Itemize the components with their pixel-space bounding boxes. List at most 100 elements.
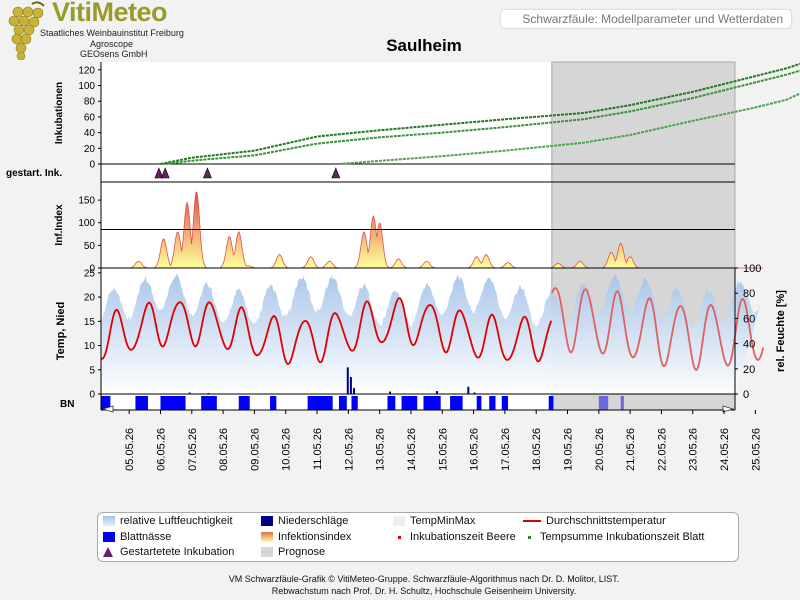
inf-ytick-label: 100 [78, 218, 95, 229]
bn-interval-10 [387, 396, 396, 410]
x-date-label: 11.05.26 [312, 428, 324, 470]
legend-item: Inkubationszeit Beere [393, 531, 516, 543]
legend-label: Tempsumme Inkubationszeit Blatt [540, 531, 705, 543]
bn-interval-15 [489, 396, 496, 410]
logo-title: VitiMeteo [52, 0, 168, 27]
header-title-box: Schwarzfäule: Modellparameter und Wetter… [501, 10, 791, 28]
ink-ytick-label: 100 [78, 81, 95, 92]
legend-label: Prognose [278, 546, 326, 558]
legend-item: Durchschnittstemperatur [523, 515, 666, 527]
rain-bar-5 [353, 388, 356, 394]
x-date-label: 22.05.26 [656, 428, 668, 471]
ink-series-3 [338, 92, 800, 165]
legend-item: Prognose [261, 546, 325, 558]
temp-ytick-label: 20 [84, 293, 96, 304]
temperature-line [100, 297, 553, 366]
bn-interval-11 [401, 396, 418, 410]
x-date-label: 24.05.26 [719, 428, 731, 471]
x-date-label: 08.05.26 [218, 428, 230, 471]
x-date-label: 06.05.26 [155, 428, 167, 471]
rain-bar-8 [467, 386, 470, 394]
bn-interval-12 [423, 396, 441, 410]
logo-line-agroscope: Agroscope [90, 39, 134, 49]
legend-swatch [103, 547, 113, 557]
ink-ytick-label: 0 [89, 160, 95, 171]
legend-label: Infektionsindex [278, 531, 352, 543]
gestart-ink-label: gestart. Ink. [6, 168, 62, 179]
bn-interval-17 [548, 396, 554, 410]
legend-swatch [398, 535, 401, 539]
legend-swatch [103, 516, 115, 526]
logo-line-institute: Staatliches Weinbauinstitut Freiburg [40, 28, 184, 38]
bn-interval-7 [307, 396, 333, 410]
legend-label: Niederschläge [278, 515, 349, 527]
legend-item: Infektionsindex [261, 531, 351, 543]
x-date-label: 12.05.26 [343, 428, 355, 471]
x-date-label: 19.05.26 [562, 428, 574, 471]
legend-swatch [261, 547, 273, 557]
legend-swatch [103, 532, 115, 542]
inkubation-triangle-4 [331, 167, 341, 179]
legend-label: TempMinMax [410, 515, 476, 527]
legend-label: relative Luftfeuchtigkeit [120, 515, 233, 527]
legend-label: Inkubationszeit Beere [410, 531, 516, 543]
chart-title: Saulheim [386, 36, 462, 55]
bn-interval-13 [450, 396, 463, 410]
footer-line-1: VM Schwarzfäule-Grafik © VitiMeteo-Grupp… [228, 574, 620, 584]
x-date-label: 23.05.26 [688, 428, 700, 471]
hum-ytick-label: 60 [743, 313, 755, 325]
legend-item: Niederschläge [261, 515, 348, 527]
ink-ytick-label: 120 [78, 65, 95, 76]
humidity-area [101, 273, 764, 394]
legend-item: relative Luftfeuchtigkeit [103, 515, 233, 527]
inf-ytick-label: 0 [89, 264, 95, 275]
x-date-label: 18.05.26 [531, 428, 543, 471]
bn-forecast-interval-2 [620, 396, 624, 410]
scroll-right-icon [722, 405, 735, 413]
x-date-label: 09.05.26 [249, 428, 261, 471]
x-date-label: 14.05.26 [406, 428, 418, 471]
x-date-label: 16.05.26 [469, 428, 481, 471]
ink-series-2 [163, 69, 800, 165]
temperature-forecast-line [551, 287, 765, 372]
rain-bar-6 [389, 391, 392, 394]
ink-ylabel: Inkubationen [54, 82, 65, 144]
hum-ytick-label: 40 [743, 339, 755, 351]
x-date-label: 15.05.26 [437, 428, 449, 471]
bn-label: BN [60, 399, 74, 410]
legend-swatch [528, 535, 531, 539]
x-date-label: 07.05.26 [187, 428, 199, 471]
legend-swatch [393, 516, 405, 526]
hum-ytick-label: 80 [743, 288, 755, 300]
legend: relative Luftfeuchtigkeit Niederschläge Te… [97, 512, 739, 562]
inkubation-triangle-2 [160, 167, 170, 179]
hum-ytick-label: 100 [743, 263, 761, 275]
rain-bar-7 [436, 391, 439, 394]
temp-ylabel: Temp, Nied [55, 302, 67, 360]
grape-icon [8, 1, 45, 60]
rain-bar-1 [188, 392, 191, 394]
inf-ylabel: Inf.Index [54, 204, 65, 246]
legend-item: Tempsumme Inkubationszeit Blatt [523, 531, 704, 543]
inf-ytick-label: 150 [78, 196, 95, 207]
ink-ytick-label: 60 [84, 112, 96, 123]
bn-forecast-interval-1 [598, 396, 609, 410]
temp-ytick-label: 15 [84, 317, 96, 328]
legend-item: Gestartetete Inkubation [103, 546, 234, 558]
legend-swatch [523, 520, 541, 522]
legend-label: Gestartetete Inkubation [120, 546, 235, 558]
bn-interval-9 [351, 396, 358, 410]
temp-ytick-label: 5 [89, 365, 95, 376]
x-date-label: 25.05.26 [750, 428, 762, 471]
bn-interval-2 [135, 396, 148, 410]
hum-ylabel: rel. Feuchte [%] [775, 290, 787, 372]
x-date-label: 21.05.26 [625, 428, 637, 471]
bn-interval-3 [160, 396, 186, 410]
bn-interval-6 [270, 396, 277, 410]
x-date-label: 17.05.26 [500, 428, 512, 471]
bn-interval-4 [201, 396, 217, 410]
ink-ytick-label: 40 [84, 128, 96, 139]
vitimeteo-logo: VitiMeteo Staatliches Weinbauinstitut Fr… [4, 0, 194, 60]
temp-ytick-label: 25 [84, 268, 96, 279]
